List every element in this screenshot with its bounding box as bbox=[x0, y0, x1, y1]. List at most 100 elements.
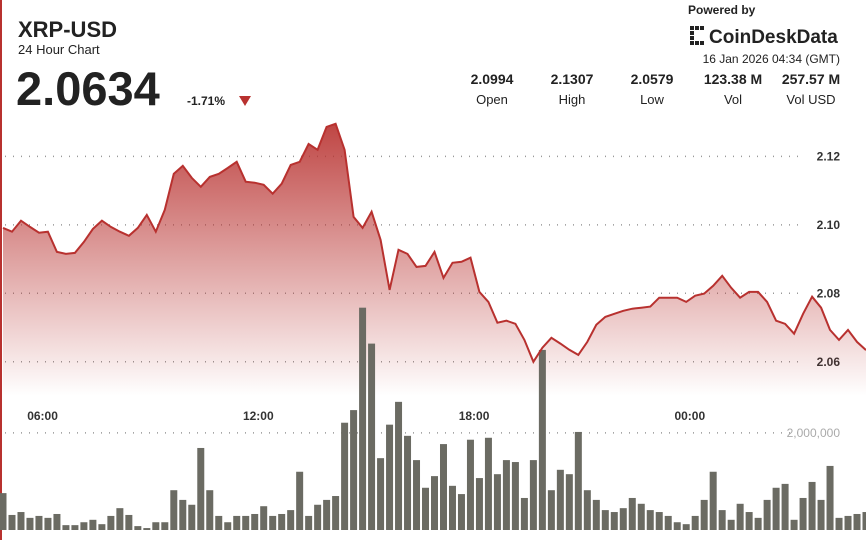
volume-bar bbox=[637, 503, 645, 530]
volume-bar bbox=[341, 422, 349, 530]
volume-bar bbox=[772, 487, 780, 530]
volume-bar bbox=[844, 515, 852, 530]
volume-bar bbox=[62, 525, 70, 530]
volume-bar bbox=[98, 524, 106, 530]
y-tick-label: 2.10 bbox=[817, 218, 841, 232]
volume-bar bbox=[754, 517, 762, 530]
volume-bar bbox=[161, 522, 169, 530]
volume-bar bbox=[53, 513, 61, 530]
volume-bar bbox=[547, 490, 555, 530]
volume-bar bbox=[448, 485, 456, 530]
volume-bar bbox=[386, 424, 394, 530]
volume-bar bbox=[143, 528, 151, 530]
price-line bbox=[2, 122, 866, 364]
volume-bar bbox=[781, 483, 789, 530]
volume-bar bbox=[475, 478, 483, 530]
volume-bar bbox=[287, 510, 295, 530]
powered-by: Powered by bbox=[688, 3, 756, 17]
stats: 2.0994 Open 2.1307 High 2.0579 Low 123.38 M Vol… bbox=[471, 71, 841, 107]
y-tick-label: 2.12 bbox=[817, 149, 841, 163]
volume-bar bbox=[439, 444, 447, 530]
left-border bbox=[0, 0, 2, 540]
volume-bar bbox=[556, 469, 564, 530]
volume-bar bbox=[592, 499, 600, 530]
volume-bar bbox=[664, 515, 672, 530]
volume-bar bbox=[152, 522, 160, 530]
volume-bar bbox=[835, 517, 843, 530]
volume-bar bbox=[817, 499, 825, 530]
volume-bar bbox=[574, 431, 582, 530]
stat-value: 123.38 M bbox=[704, 71, 762, 87]
x-tick-label: 18:00 bbox=[459, 409, 490, 423]
price: 2.0634 bbox=[16, 62, 160, 115]
volume-bar bbox=[17, 512, 25, 530]
volume-bar bbox=[197, 447, 205, 530]
stat-label: Open bbox=[476, 92, 508, 107]
volume-bar bbox=[808, 481, 816, 530]
volume-bar bbox=[520, 497, 528, 530]
stat-value: 2.1307 bbox=[551, 71, 594, 87]
volume-bar bbox=[790, 519, 798, 530]
volume-bar bbox=[862, 512, 866, 530]
volume-bar bbox=[413, 460, 421, 530]
x-tick-label: 00:00 bbox=[674, 409, 705, 423]
stat-label: Vol USD bbox=[786, 92, 835, 107]
volume-bar bbox=[125, 514, 133, 530]
volume-bar bbox=[233, 515, 241, 530]
volume-bar bbox=[538, 349, 546, 530]
volume-tick-label: 2,000,000 bbox=[787, 426, 841, 440]
volume-bar bbox=[565, 474, 573, 530]
volume-bar bbox=[116, 508, 124, 530]
volume-bar bbox=[799, 497, 807, 530]
stat-label: High bbox=[559, 92, 586, 107]
volume-bar bbox=[350, 410, 358, 530]
volume-bar bbox=[269, 515, 277, 530]
volume-bar bbox=[305, 515, 313, 530]
subtitle: 24 Hour Chart bbox=[18, 42, 100, 57]
volume-bar bbox=[215, 515, 223, 530]
volume-bar bbox=[628, 497, 636, 530]
symbol: XRP-USD bbox=[18, 17, 117, 42]
volume-bar bbox=[26, 517, 34, 530]
volume-bar bbox=[431, 476, 438, 530]
brand-logo bbox=[690, 26, 704, 45]
volume-bar bbox=[134, 526, 142, 530]
volume-bar bbox=[260, 506, 268, 530]
down-arrow bbox=[239, 96, 251, 106]
brand: CoinDeskData bbox=[709, 27, 838, 48]
volume-bar bbox=[583, 490, 591, 530]
volume-bar bbox=[655, 512, 663, 530]
volume-bar bbox=[314, 504, 322, 530]
volume-bar bbox=[727, 519, 735, 530]
volume-bar bbox=[44, 517, 52, 530]
volume-bar bbox=[71, 525, 79, 530]
volume-bar bbox=[179, 499, 187, 530]
volume-bar bbox=[323, 499, 331, 530]
volume-bar bbox=[457, 494, 465, 530]
volume-bar bbox=[206, 490, 214, 530]
volume-bar bbox=[529, 460, 537, 530]
volume-bar bbox=[619, 508, 627, 530]
volume-bar bbox=[601, 510, 609, 530]
volume-bar bbox=[700, 499, 708, 530]
volume-bar bbox=[35, 515, 43, 530]
volume-bar bbox=[242, 515, 250, 530]
volume-bar bbox=[422, 487, 430, 530]
stat-value: 2.0579 bbox=[631, 71, 674, 87]
volume-bar bbox=[188, 504, 196, 530]
price-area bbox=[3, 123, 866, 397]
volume-bar bbox=[682, 524, 690, 530]
x-tick-label: 12:00 bbox=[243, 409, 274, 423]
volume-bar bbox=[691, 515, 699, 530]
volume-bar bbox=[8, 514, 16, 530]
x-tick-label: 06:00 bbox=[27, 409, 58, 423]
volume-bar bbox=[718, 510, 726, 530]
volume-bar bbox=[170, 490, 178, 530]
volume-bar bbox=[610, 512, 618, 530]
plot: 2,000,0002.062.082.102.1206:0012:0018:00… bbox=[0, 122, 866, 530]
volume-bar bbox=[466, 439, 474, 530]
stat-label: Vol bbox=[724, 92, 742, 107]
timestamp: 16 Jan 2026 04:34 (GMT) bbox=[703, 52, 840, 66]
volume-bar bbox=[332, 496, 340, 530]
